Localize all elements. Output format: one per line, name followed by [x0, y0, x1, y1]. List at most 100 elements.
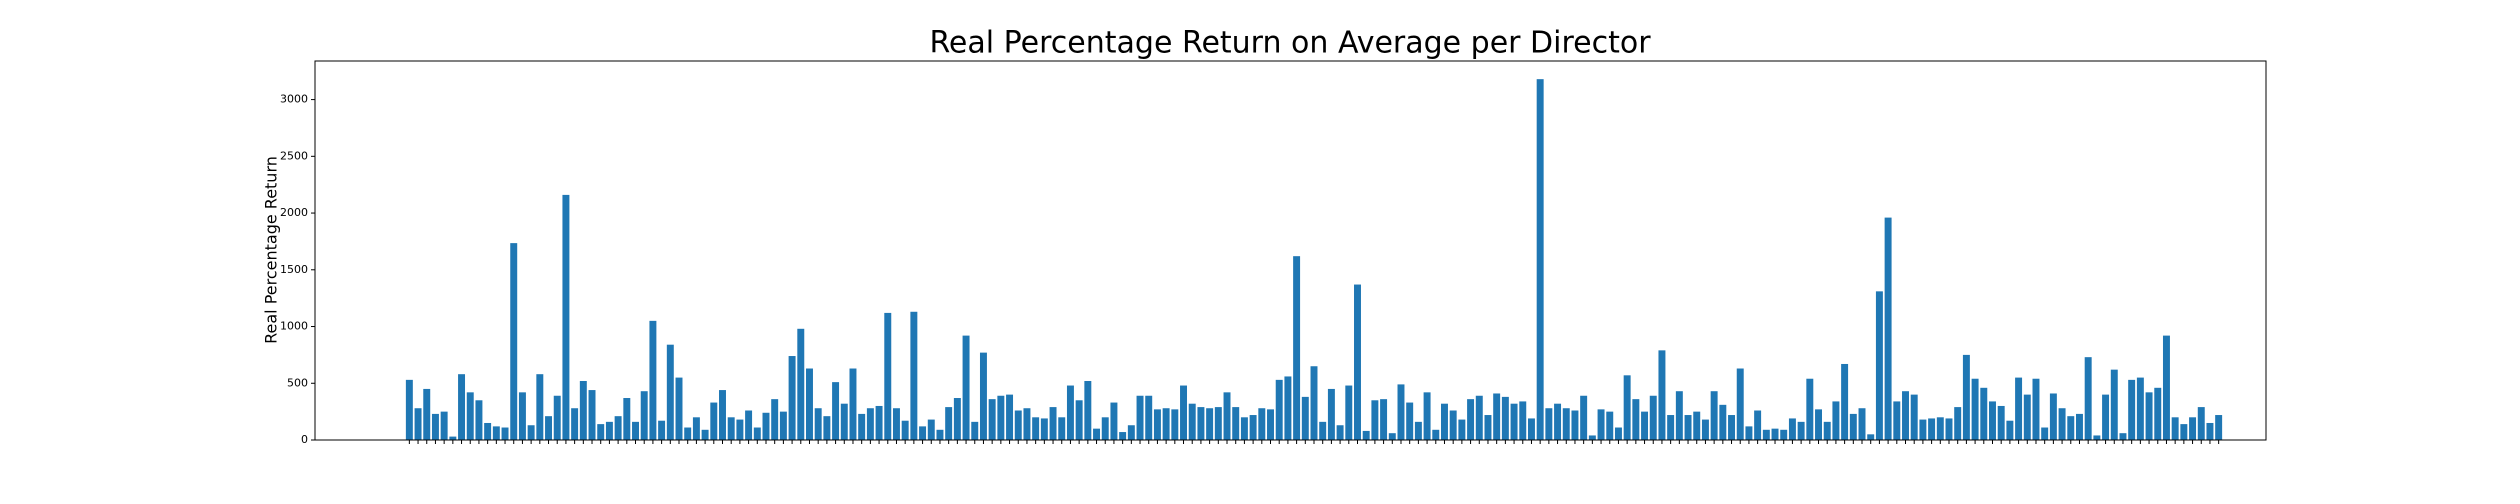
bar	[1458, 419, 1466, 440]
bar	[997, 395, 1005, 440]
bar	[866, 408, 874, 440]
bar	[1962, 354, 1970, 440]
bar	[1971, 378, 1979, 440]
bar	[1545, 408, 1553, 440]
bar	[2006, 420, 2014, 440]
bar	[2058, 408, 2066, 440]
bar	[1093, 428, 1101, 440]
bar	[753, 427, 761, 440]
bar	[2128, 379, 2136, 440]
bar	[1519, 401, 1527, 440]
bar	[1136, 395, 1144, 440]
bar	[1145, 395, 1153, 440]
bar	[1362, 430, 1370, 440]
bar	[2136, 377, 2144, 440]
bar	[1014, 410, 1022, 440]
bar	[1293, 256, 1301, 440]
bar	[1301, 396, 1309, 440]
bar	[1249, 415, 1257, 440]
y-tick-label: 1500	[280, 263, 308, 276]
bar	[1719, 404, 1727, 440]
bar	[1623, 375, 1631, 440]
bar	[423, 388, 431, 440]
bar	[666, 344, 674, 440]
y-axis-label: Real Percentage Return	[262, 156, 281, 344]
bar	[2171, 417, 2179, 440]
bar	[2067, 416, 2075, 440]
bar	[945, 407, 953, 440]
bar	[1536, 79, 1544, 440]
bar	[1980, 387, 1988, 440]
bar	[1310, 366, 1318, 440]
bar	[979, 352, 987, 440]
bar	[1223, 392, 1231, 440]
bar	[1788, 418, 1796, 440]
bar	[1606, 411, 1614, 440]
bar	[1066, 385, 1074, 440]
bar	[1397, 384, 1405, 440]
bar	[1423, 392, 1431, 440]
bar	[414, 408, 422, 440]
bar	[2075, 413, 2083, 440]
bar	[771, 399, 779, 440]
bar	[1354, 284, 1361, 440]
bar	[788, 356, 796, 440]
bar	[727, 417, 735, 440]
bar	[536, 374, 544, 440]
plot-frame	[314, 60, 2267, 441]
bar	[797, 328, 805, 440]
bar	[1275, 379, 1283, 440]
bar	[553, 395, 561, 440]
bar	[2154, 387, 2162, 440]
bar	[1893, 401, 1901, 440]
bar	[1188, 403, 1196, 440]
bar	[605, 421, 613, 440]
bar	[1414, 421, 1422, 440]
bar	[466, 392, 474, 440]
bar	[1954, 407, 1962, 440]
bar	[1432, 429, 1440, 440]
bar	[1571, 410, 1579, 440]
bar	[1058, 417, 1066, 440]
bar	[1284, 376, 1292, 440]
bar	[1319, 421, 1327, 440]
bar	[1797, 421, 1805, 440]
bar	[1771, 428, 1779, 440]
bar	[1728, 415, 1736, 440]
bar	[1049, 407, 1057, 440]
bar	[1875, 291, 1883, 440]
bar	[475, 400, 483, 440]
bar	[927, 419, 935, 440]
bar	[1040, 418, 1048, 440]
bar	[623, 398, 631, 440]
bar	[1180, 385, 1188, 440]
bar	[1675, 391, 1683, 440]
bar	[1997, 405, 2005, 440]
bar	[1597, 409, 1605, 440]
bar	[440, 411, 448, 440]
bar	[2119, 433, 2127, 440]
bar	[1902, 391, 1909, 440]
bar	[684, 427, 692, 440]
bar	[1919, 419, 1927, 440]
bar	[849, 368, 857, 440]
bar	[1162, 408, 1170, 440]
bar	[823, 416, 831, 440]
bar	[1371, 400, 1379, 440]
bar	[1023, 408, 1031, 440]
bar	[597, 424, 605, 440]
bar	[1710, 391, 1718, 440]
bar	[675, 377, 683, 440]
bar	[1267, 409, 1274, 440]
bar	[1127, 425, 1135, 440]
bar	[1762, 429, 1770, 440]
bar	[1075, 400, 1083, 440]
bar	[701, 429, 709, 440]
bar	[545, 416, 553, 440]
bar	[962, 335, 970, 440]
bar	[2023, 394, 2031, 440]
bar	[1849, 413, 1857, 440]
bar	[2110, 369, 2118, 440]
bar	[779, 411, 787, 440]
bar	[658, 420, 666, 440]
